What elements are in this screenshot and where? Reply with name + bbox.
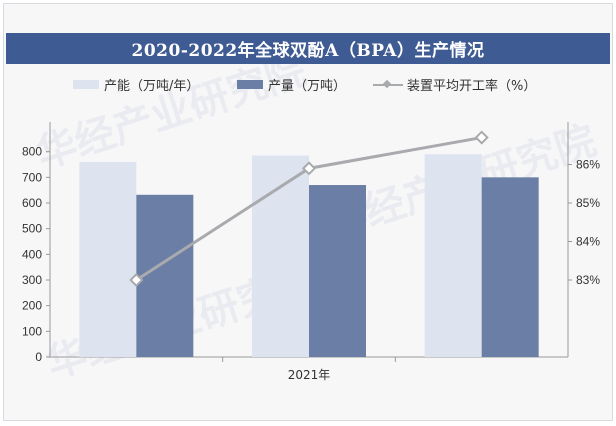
left-tick-label: 700 [22,170,42,184]
capacity-bar [252,155,309,357]
legend-swatch-capacity [73,80,99,89]
chart-title-bar: 2020-2022年全球双酚A（BPA）生产情况 [6,33,610,64]
left-tick-label: 300 [22,273,42,287]
right-tick-label: 83% [576,273,600,287]
output-bar [481,177,539,357]
left-tick-label: 200 [22,299,42,313]
left-tick-label: 400 [22,247,42,261]
legend-item-output: 产量（万吨） [237,75,346,94]
x-group-label: 2021年 [288,368,331,382]
utilization-point [301,161,317,176]
left-tick-label: 600 [22,196,42,210]
left-tick-label: 800 [22,145,42,159]
left-tick-label: 0 [35,350,42,364]
chart-title: 2020-2022年全球双酚A（BPA）生产情况 [131,41,485,61]
right-tick-label: 84% [576,235,600,249]
utilization-point [129,272,144,288]
legend-label-capacity: 产能（万吨/年） [104,79,200,94]
output-bar [309,185,366,357]
right-tick-label: 85% [576,196,600,210]
chart-legend: 产能（万吨/年） 产量（万吨） 装置平均开工率（%） [0,73,616,95]
utilization-point [474,130,489,145]
legend-label-output: 产量（万吨） [268,79,347,94]
legend-swatch-output [237,80,263,89]
output-bar [136,194,194,357]
legend-swatch-utilization [373,80,403,90]
legend-label-utilization: 装置平均开工率（%） [407,79,537,94]
legend-item-utilization: 装置平均开工率（%） [373,75,536,94]
right-tick-label: 86% [576,158,600,172]
left-tick-label: 500 [22,222,42,236]
capacity-bar [79,161,137,357]
legend-item-capacity: 产能（万吨/年） [73,75,199,94]
left-tick-label: 100 [22,324,42,338]
capacity-bar [424,154,482,357]
